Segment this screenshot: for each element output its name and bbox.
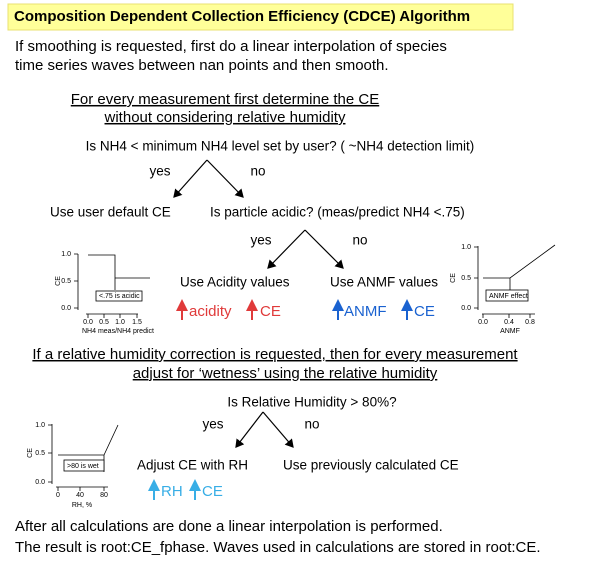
axis-label: ANMF	[500, 328, 520, 335]
section-heading: adjust for ‘wetness’ using the relative …	[133, 365, 438, 382]
section-heading: For every measurement first determine th…	[71, 91, 379, 108]
tick-label: 0.0	[35, 479, 45, 486]
mini-plot	[474, 244, 556, 318]
plot-note: >80 is wet	[67, 463, 99, 470]
no-label: no	[250, 164, 265, 179]
outro-line: After all calculations are done a linear…	[15, 518, 443, 535]
tick-label: 0.4	[504, 319, 514, 326]
tick-label: 1.0	[35, 422, 45, 429]
action: Use ANMF values	[330, 275, 438, 290]
yes-label: yes	[250, 233, 271, 248]
yes-label: yes	[149, 164, 170, 179]
tick-label: 0.5	[99, 319, 109, 326]
effect: CE	[414, 303, 435, 320]
branch-arrows	[235, 411, 294, 448]
question: Is Relative Humidity > 80%?	[227, 395, 396, 410]
intro-line: time series waves between nan points and…	[15, 57, 389, 74]
axis-label: CE	[450, 273, 457, 283]
tick-label: 0.5	[461, 275, 471, 282]
tick-label: 1.0	[115, 319, 125, 326]
plot-note: <.75 is acidic	[99, 293, 140, 300]
title: Composition Dependent Collection Efficie…	[14, 8, 470, 25]
effect: CE	[202, 483, 223, 500]
section-heading: If a relative humidity correction is req…	[32, 346, 518, 363]
no-label: no	[352, 233, 367, 248]
action: Use previously calculated CE	[283, 458, 459, 473]
tick-label: 0.0	[478, 319, 488, 326]
mini-plot	[48, 424, 119, 491]
tick-label: 1.0	[61, 251, 71, 258]
no-label: no	[304, 417, 319, 432]
tick-label: 0	[56, 492, 60, 499]
effect: ANMF	[344, 303, 387, 320]
tick-label: 0.5	[61, 278, 71, 285]
axis-label: CE	[27, 448, 34, 458]
axis-label: CE	[55, 276, 62, 286]
axis-label: NH4 meas/NH4 predict	[82, 328, 154, 335]
tick-label: 0.8	[525, 319, 535, 326]
plot-note: ANMF effect	[489, 293, 528, 300]
action: Use user default CE	[50, 205, 171, 220]
effect: RH	[161, 483, 183, 500]
question: Is NH4 < minimum NH4 level set by user? …	[86, 139, 475, 154]
tick-label: 0.5	[35, 450, 45, 457]
effect: acidity	[189, 303, 232, 320]
effect: CE	[260, 303, 281, 320]
outro-line: The result is root:CE_fphase. Waves used…	[15, 539, 541, 556]
tick-label: 1.0	[461, 244, 471, 251]
tick-label: 0.0	[83, 319, 93, 326]
tick-label: 0.0	[461, 305, 471, 312]
branch-arrows	[267, 229, 344, 269]
title-box	[7, 3, 514, 31]
effect-arrows	[148, 479, 201, 500]
yes-label: yes	[202, 417, 223, 432]
question: Is particle acidic? (meas/predict NH4 <.…	[210, 205, 465, 220]
tick-label: 1.5	[132, 319, 142, 326]
intro-line: If smoothing is requested, first do a li…	[15, 38, 447, 55]
tick-label: 40	[76, 492, 84, 499]
mini-plot	[74, 253, 150, 318]
tick-label: 80	[100, 492, 108, 499]
section-heading: without considering relative humidity	[104, 109, 346, 126]
tick-label: 0.0	[61, 305, 71, 312]
effect-arrows	[176, 299, 413, 320]
action: Adjust CE with RH	[137, 458, 248, 473]
action: Use Acidity values	[180, 275, 290, 290]
axis-label: RH, %	[72, 502, 92, 509]
branch-arrows	[173, 159, 244, 198]
